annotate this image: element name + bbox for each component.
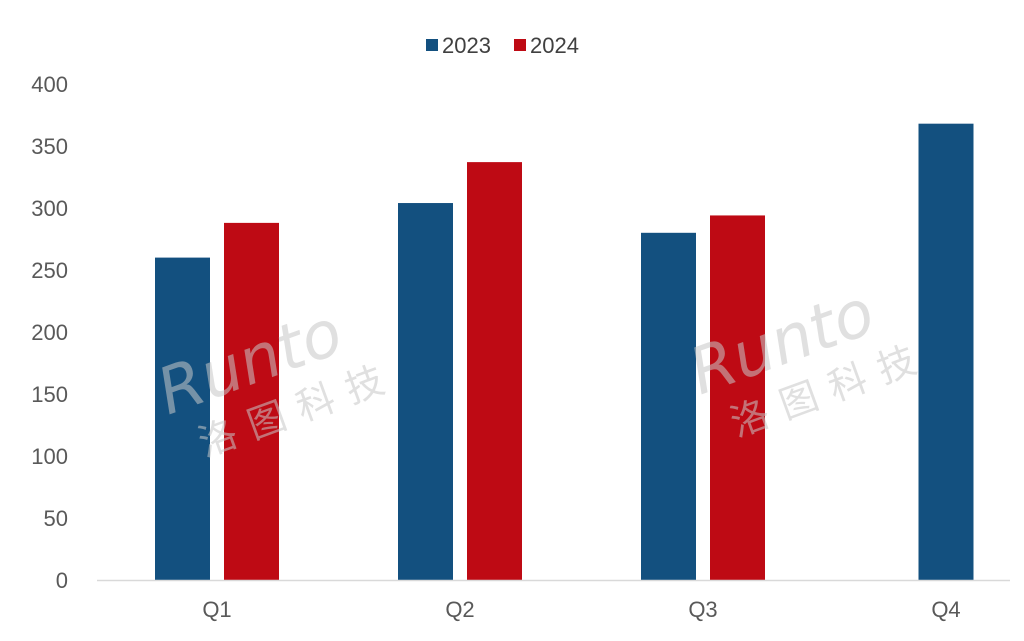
legend-swatch-2023 [426, 39, 438, 51]
bars [155, 123, 974, 581]
y-tick-label: 300 [31, 196, 68, 221]
y-tick-label: 150 [31, 382, 68, 407]
x-tick-label: Q2 [445, 597, 474, 622]
x-tick-label: Q4 [931, 597, 960, 622]
legend-label-2023: 2023 [442, 33, 491, 58]
y-tick-label: 350 [31, 134, 68, 159]
bar-2024-q1 [224, 222, 279, 580]
x-tick-label: Q1 [202, 597, 231, 622]
bar-2023-q4 [918, 123, 974, 581]
bar-2023-q2 [398, 203, 453, 581]
x-tick-label: Q3 [688, 597, 717, 622]
legend-label-2024: 2024 [530, 33, 579, 58]
y-tick-label: 0 [56, 568, 68, 593]
bar-2023-q3 [641, 232, 696, 581]
y-axis: 0 50 100 150 200 250 300 350 400 [31, 72, 68, 593]
bar-2024-q2 [467, 162, 522, 580]
y-tick-label: 250 [31, 258, 68, 283]
y-tick-label: 400 [31, 72, 68, 97]
x-axis: Q1 Q2 Q3 Q4 [97, 579, 1010, 622]
y-tick-label: 100 [31, 444, 68, 469]
legend-swatch-2024 [514, 39, 526, 51]
bar-2024-q3 [710, 215, 765, 580]
y-tick-label: 200 [31, 320, 68, 345]
legend: 2023 2024 [426, 33, 579, 58]
y-tick-label: 50 [44, 506, 68, 531]
bar-2023-q1 [155, 257, 210, 580]
